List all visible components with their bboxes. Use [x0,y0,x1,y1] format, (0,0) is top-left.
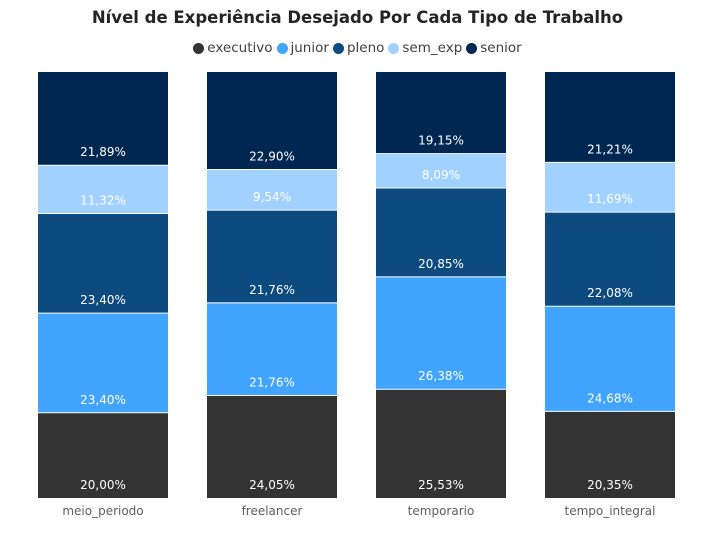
data-label-temporario-junior: 26,38% [418,369,464,383]
bar-segment-meio_periodo-executivo[interactable] [38,412,168,498]
data-label-temporario-pleno: 20,85% [418,257,464,271]
bar-segment-freelancer-junior[interactable] [207,302,337,396]
x-tick-label-tempo_integral: tempo_integral [564,504,655,518]
legend-item-junior[interactable]: junior [276,40,329,56]
bar-segment-temporario-executivo[interactable] [376,389,506,498]
bar-segment-temporario-junior[interactable] [376,276,506,390]
bar-group-tempo_integral[interactable]: 20,35% 24,68% 22,08% 11,69% 21,21% [545,72,675,498]
data-label-freelancer-sem_exp: 9,54% [253,190,291,204]
data-label-meio_periodo-sem_exp: 11,32% [80,193,126,207]
bar-group-meio_periodo[interactable]: 20,00% 23,40% 23,40% 11,32% 21,89% [38,72,168,498]
x-tick-label-freelancer: freelancer [242,504,303,518]
data-label-temporario-senior: 19,15% [418,134,464,148]
bar-segment-meio_periodo-senior[interactable] [38,72,168,166]
bar-segment-temporario-sem_exp[interactable] [376,153,506,189]
bar-segment-tempo_integral-executivo[interactable] [545,411,675,498]
legend-label-sem_exp: sem_exp [402,40,463,56]
bar-segment-freelancer-senior[interactable] [207,72,337,170]
data-label-tempo_integral-senior: 21,21% [587,142,633,156]
legend-item-executivo[interactable]: executivo [193,40,273,56]
legend-label-junior: junior [290,40,329,56]
data-label-tempo_integral-pleno: 22,08% [587,286,633,300]
data-label-meio_periodo-junior: 23,40% [80,393,126,407]
bar-segment-meio_periodo-junior[interactable] [38,313,168,413]
bar-segment-tempo_integral-senior[interactable] [545,72,675,163]
data-label-tempo_integral-junior: 24,68% [587,391,633,405]
legend-item-sem_exp[interactable]: sem_exp [388,40,462,56]
data-label-meio_periodo-pleno: 23,40% [80,293,126,307]
bar-segment-freelancer-executivo[interactable] [207,395,337,498]
bar-segment-meio_periodo-sem_exp[interactable] [38,165,168,214]
legend-label-executivo: executivo [207,40,273,56]
legend-marker-executivo [193,42,205,54]
data-label-freelancer-senior: 22,90% [249,150,295,164]
data-label-temporario-executivo: 25,53% [418,478,464,492]
legend-item-pleno[interactable]: pleno [332,40,385,56]
bar-segment-freelancer-pleno[interactable] [207,210,337,303]
legend-label-senior: senior [480,40,522,56]
data-label-tempo_integral-executivo: 20,35% [587,478,633,492]
legend-marker-pleno [332,42,344,54]
bar-group-freelancer[interactable]: 24,05% 21,76% 21,76% 9,54% 22,90% [207,72,337,498]
bar-segment-tempo_integral-pleno[interactable] [545,212,675,307]
chart-legend[interactable]: executivo junior pleno sem_exp senior [0,40,715,56]
x-tick-label-temporario: temporario [408,504,475,518]
bar-segment-freelancer-sem_exp[interactable] [207,169,337,211]
bar-segment-temporario-senior[interactable] [376,72,506,154]
data-label-meio_periodo-executivo: 20,00% [80,478,126,492]
data-label-freelancer-junior: 21,76% [249,376,295,390]
legend-label-pleno: pleno [346,40,385,56]
bar-segment-tempo_integral-junior[interactable] [545,306,675,412]
data-label-freelancer-pleno: 21,76% [249,283,295,297]
bar-segment-tempo_integral-sem_exp[interactable] [545,162,675,213]
legend-marker-junior [276,42,288,54]
x-tick-label-meio_periodo: meio_periodo [62,504,143,518]
chart-title: Nível de Experiência Desejado Por Cada T… [91,8,624,27]
data-label-tempo_integral-sem_exp: 11,69% [587,192,633,206]
legend-marker-senior [466,42,478,54]
data-label-freelancer-executivo: 24,05% [249,478,295,492]
bar-group-temporario[interactable]: 25,53% 26,38% 20,85% 8,09% 19,15% [376,72,506,498]
data-label-meio_periodo-senior: 21,89% [80,145,126,159]
bar-segment-meio_periodo-pleno[interactable] [38,213,168,314]
legend-marker-sem_exp [388,42,400,54]
data-label-temporario-sem_exp: 8,09% [422,168,460,182]
bar-segment-temporario-pleno[interactable] [376,188,506,277]
legend-item-senior[interactable]: senior [466,40,522,56]
